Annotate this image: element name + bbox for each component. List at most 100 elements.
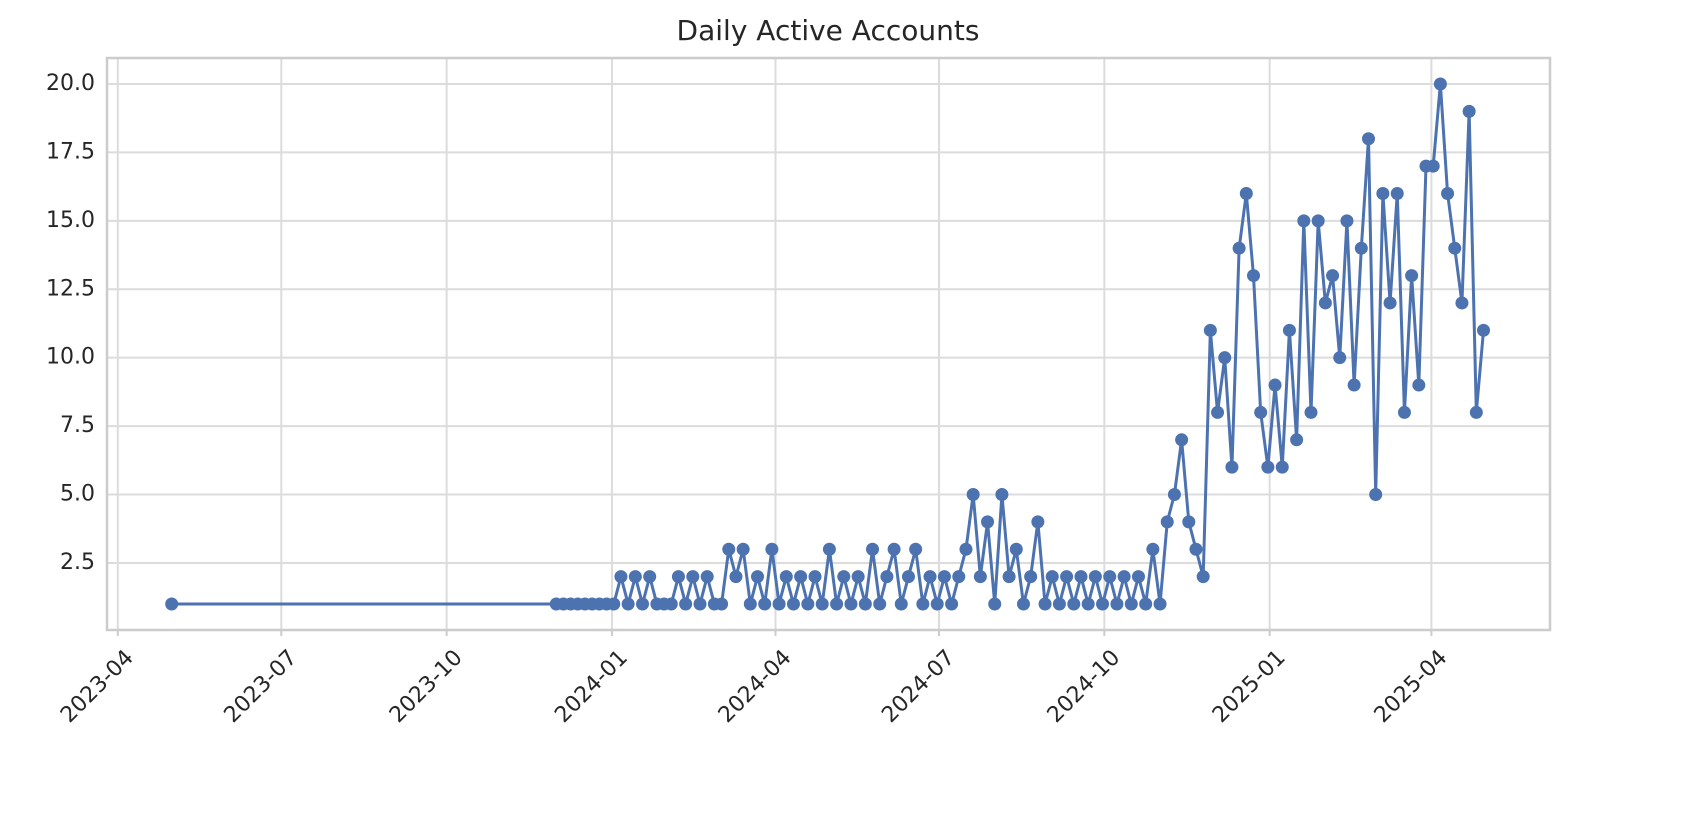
y-tick-label: 7.5 (60, 413, 95, 438)
data-point (894, 597, 908, 611)
data-point (772, 597, 786, 611)
data-point (751, 570, 765, 584)
data-point (1383, 296, 1397, 310)
data-point (830, 597, 844, 611)
data-point (729, 570, 743, 584)
data-point (1246, 269, 1260, 283)
y-tick-label: 15.0 (46, 208, 95, 233)
data-point (671, 570, 685, 584)
data-point (1153, 597, 1167, 611)
data-point (1469, 405, 1483, 419)
data-point (937, 570, 951, 584)
data-point (700, 570, 714, 584)
data-point (1196, 570, 1210, 584)
data-point (866, 542, 880, 556)
data-point (887, 542, 901, 556)
data-point (1052, 597, 1066, 611)
data-point (1376, 186, 1390, 200)
y-tick-label: 17.5 (46, 139, 95, 164)
data-point (1397, 405, 1411, 419)
data-point (1455, 296, 1469, 310)
data-point (1290, 433, 1304, 447)
data-point (794, 570, 808, 584)
data-point (1405, 269, 1419, 283)
data-point (1139, 597, 1153, 611)
data-point (1254, 405, 1268, 419)
data-point (1096, 597, 1110, 611)
data-point (1211, 405, 1225, 419)
data-point (1433, 77, 1447, 91)
data-point (952, 570, 966, 584)
data-point (621, 597, 635, 611)
data-point (686, 570, 700, 584)
data-point (1146, 542, 1160, 556)
y-tick-label: 5.0 (60, 482, 95, 507)
data-point (959, 542, 973, 556)
data-point (1390, 186, 1404, 200)
data-point (1333, 351, 1347, 365)
x-tick-label: 2023-07 (220, 645, 303, 728)
data-point (1448, 241, 1462, 255)
data-point (1354, 241, 1368, 255)
data-point (1282, 323, 1296, 337)
data-point (1160, 515, 1174, 529)
data-point (880, 570, 894, 584)
data-point (1369, 488, 1383, 502)
data-point (1362, 132, 1376, 146)
data-point (1441, 186, 1455, 200)
data-point (981, 515, 995, 529)
data-point (1038, 597, 1052, 611)
data-point (1060, 570, 1074, 584)
data-point (945, 597, 959, 611)
data-point (837, 570, 851, 584)
data-point (1412, 378, 1426, 392)
data-point (765, 542, 779, 556)
data-point (1002, 570, 1016, 584)
data-point (916, 597, 930, 611)
data-point (758, 597, 772, 611)
data-point (779, 570, 793, 584)
data-point (607, 597, 621, 611)
data-point (1045, 570, 1059, 584)
data-point (1275, 460, 1289, 474)
data-point (844, 597, 858, 611)
data-point (1131, 570, 1145, 584)
data-point (930, 597, 944, 611)
y-tick-label: 20.0 (46, 71, 95, 96)
data-point (1340, 214, 1354, 228)
data-point (1326, 269, 1340, 283)
data-point (693, 597, 707, 611)
data-point (743, 597, 757, 611)
data-point (1110, 597, 1124, 611)
data-point (664, 597, 678, 611)
data-point (858, 597, 872, 611)
y-tick-label: 2.5 (60, 550, 95, 575)
data-line (171, 82, 1486, 606)
data-point (815, 597, 829, 611)
data-point (1117, 570, 1131, 584)
data-point (1088, 570, 1102, 584)
data-point (1182, 515, 1196, 529)
data-point (966, 488, 980, 502)
x-tick-label: 2024-01 (550, 645, 633, 728)
data-point (736, 542, 750, 556)
data-point (715, 597, 729, 611)
data-point (1167, 488, 1181, 502)
x-tick-label: 2025-01 (1208, 645, 1291, 728)
data-point (1074, 570, 1088, 584)
data-point (1103, 570, 1117, 584)
x-tick-label: 2023-10 (385, 645, 468, 728)
x-tick-label: 2024-10 (1043, 645, 1126, 728)
data-point (901, 570, 915, 584)
data-point (1067, 597, 1081, 611)
chart-title: Daily Active Accounts (677, 14, 980, 47)
data-point (1304, 405, 1318, 419)
data-point (165, 597, 179, 611)
data-point (636, 597, 650, 611)
data-point (1318, 296, 1332, 310)
data-point (923, 570, 937, 584)
x-tick-label: 2024-07 (877, 645, 960, 728)
data-point (643, 570, 657, 584)
data-point (1024, 570, 1038, 584)
